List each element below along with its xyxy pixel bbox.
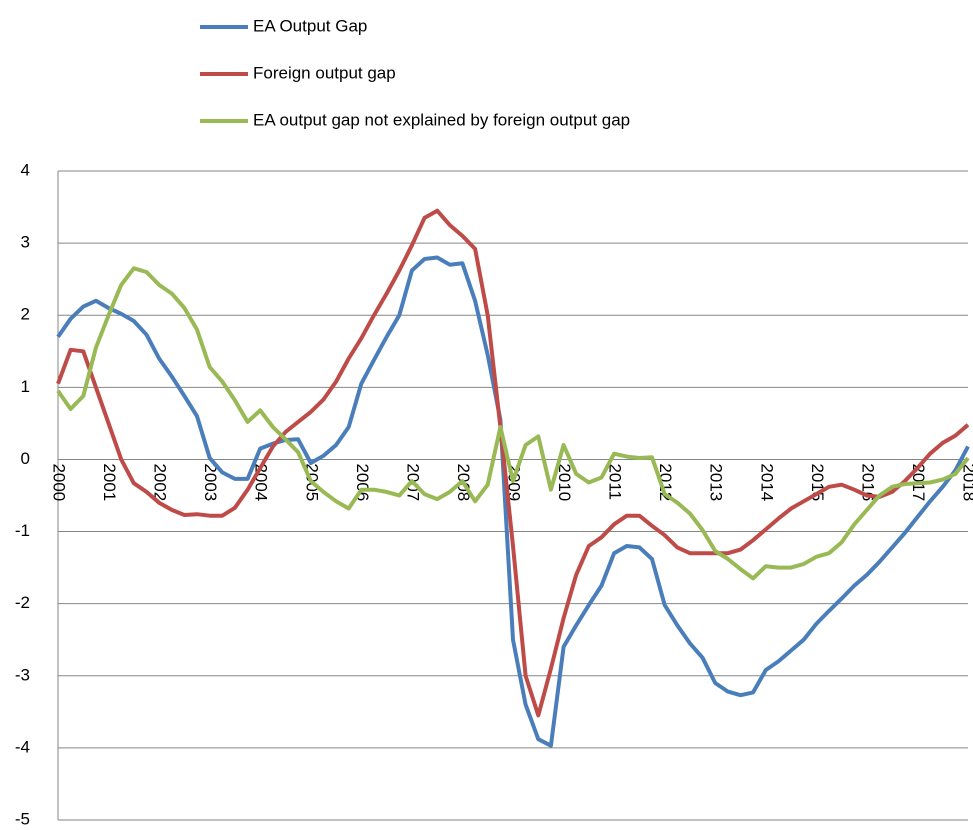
y-tick-label: -2 [15, 593, 30, 612]
x-tick-label: 2002 [151, 463, 170, 501]
y-tick-label: -1 [15, 521, 30, 540]
y-tick-label: -3 [15, 665, 30, 684]
x-tick-label: 2003 [201, 463, 220, 501]
x-tick-label: 2000 [50, 463, 69, 501]
legend-label: EA Output Gap [253, 16, 367, 35]
x-tick-label: 2014 [757, 463, 776, 501]
legend-label: Foreign output gap [253, 63, 396, 82]
legend-label: EA output gap not explained by foreign o… [253, 110, 630, 129]
x-tick-label: 2013 [707, 463, 726, 501]
data-line [56, 208, 970, 718]
y-tick-label: 0 [21, 449, 30, 468]
y-tick-label: 4 [21, 160, 30, 179]
y-tick-label: 1 [21, 377, 30, 396]
x-tick-label: 2011 [606, 463, 625, 500]
x-tick-label: 2018 [960, 463, 973, 501]
x-tick-label: 2001 [100, 463, 119, 501]
y-tick-label: -5 [15, 809, 30, 828]
data-line [56, 255, 970, 748]
x-tick-label: 2010 [555, 463, 574, 501]
y-tick-label: 3 [21, 233, 30, 252]
y-tick-label: 2 [21, 305, 30, 324]
y-tick-label: -4 [15, 737, 30, 756]
data-line [56, 266, 970, 581]
x-tick-label: 2012 [656, 463, 675, 501]
